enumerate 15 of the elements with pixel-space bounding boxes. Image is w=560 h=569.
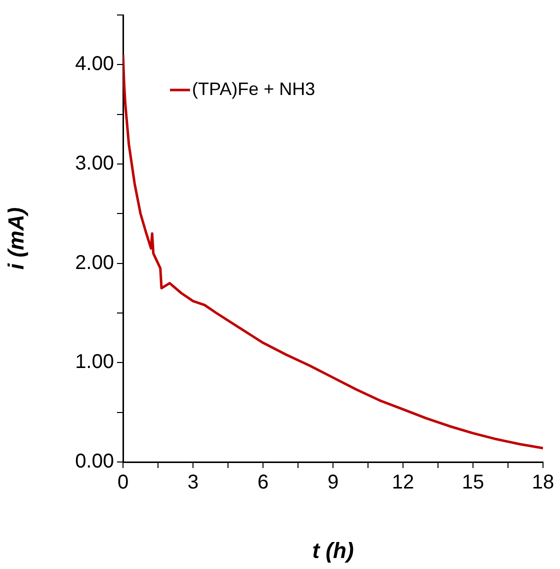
y-tick-label: 3.00 [75,152,114,175]
x-tick-label: 3 [187,472,199,494]
x-tick-label: 9 [327,472,339,494]
x-tick-label: 6 [257,472,269,494]
y-axis-title: i (mA) [3,207,28,270]
y-tick-label: 2.00 [75,252,114,274]
x-tick-label: 15 [462,472,484,494]
legend-label: (TPA)Fe + NH3 [192,78,316,99]
x-tick-label: 18 [532,472,554,494]
x-axis-title: t (h) [312,538,354,563]
y-tick-label: 4.00 [75,53,114,76]
x-tick-label: 12 [392,472,414,494]
y-tick-label: 1.00 [75,351,114,374]
y-tick-label: 0.00 [75,450,114,473]
x-tick-label: 0 [117,472,129,494]
